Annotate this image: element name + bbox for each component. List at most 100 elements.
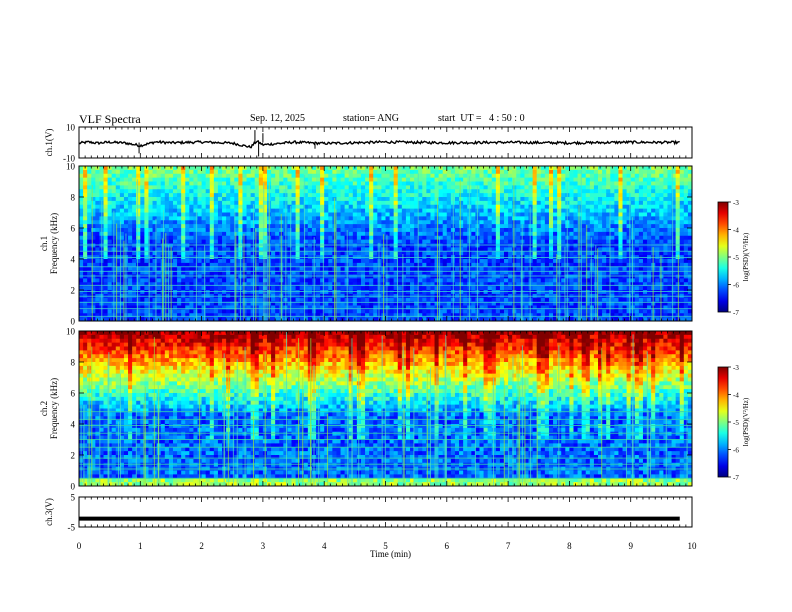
spectrogram-cell [246,301,252,306]
spectrogram-cell [95,204,100,210]
spectrogram-cell [524,200,529,206]
spectrogram-cell [524,262,529,268]
spectrogram-cell [136,305,141,310]
spectrogram-cell [189,220,194,225]
spectrogram-cell [483,173,489,179]
spectrogram-cell [483,204,489,210]
spectrogram-cell [352,204,358,210]
spectrogram-cell [524,305,529,310]
spectrogram-cell [307,259,313,264]
spectrogram-cell [365,212,370,217]
spectrogram-cell [377,290,382,295]
spectrogram-cell [230,224,235,229]
spectrogram-cell [356,259,362,264]
spectrogram-cell [581,166,587,171]
spectrogram-cell [95,297,100,303]
spectrogram-cell [520,204,525,210]
spectrogram-cell [230,235,235,241]
spectrogram-cell [426,262,431,268]
spectrogram-cell [393,228,399,233]
spectrogram-cell [303,231,309,237]
spectrogram-cell [164,220,170,225]
spectrogram-cell [512,216,517,221]
spectrogram-cell [213,169,219,175]
spectrogram-cell [213,193,219,198]
spectrogram-cell [491,193,497,198]
spectrogram-cell [499,173,505,179]
spectrogram-cell [324,317,329,322]
spectrogram-cell [201,173,207,179]
spectrogram-cell [303,235,309,241]
spectrogram-cell [532,278,538,283]
spectrogram-cell [344,208,350,213]
spectrogram-cell [217,193,223,198]
spectrogram-cell [83,270,88,275]
spectrogram-cell [324,200,329,206]
spectrogram-cell [504,297,509,303]
spectrogram-cell [577,166,583,171]
spectrogram-cell [446,243,452,248]
spectrogram-cell [348,239,354,244]
spectrogram-cell [172,274,178,279]
spectrogram-cell [136,200,141,206]
spectrogram-cell [324,166,329,171]
spectrogram-cell [577,177,583,182]
spectrogram-cell [262,220,268,225]
spectrogram-cell [377,197,382,202]
spectrogram-cell [132,197,137,202]
spectrogram-cell [87,212,92,217]
spectrogram-cell [352,197,358,202]
spectrogram-cell [193,208,198,213]
spectrogram-cell [430,309,435,314]
spectrogram-cell [152,204,158,210]
spectrogram-cell [303,185,309,190]
spectrogram-cell [132,216,137,221]
spectrogram-cell [79,282,84,287]
spectrogram-cell [454,301,460,306]
spectrogram-cell [479,173,484,179]
spectrogram-cell [201,259,207,264]
spectrogram-cell [528,259,534,264]
spectrogram-cell [405,189,411,194]
spectrogram-cell [454,286,460,291]
spectrogram-cell [316,197,321,202]
spectrogram-cell [356,189,362,194]
spectrogram-cell [156,305,162,310]
spectrogram-cell [258,208,264,213]
spectrogram-cell [389,216,395,221]
spectrogram-cell [373,169,378,175]
spectrogram-cell [144,208,149,213]
spectrogram-cell [516,305,521,310]
spectrogram-cell [152,270,158,275]
spectrogram-cell [320,193,325,198]
spectrogram-cell [385,262,390,268]
spectrogram-cell [172,193,178,198]
spectrogram-cell [385,200,390,206]
spectrogram-cell [287,266,292,272]
spectrogram-cell [548,286,554,291]
spectrogram-cell [471,290,476,295]
spectrogram-cell [454,243,460,248]
spectrogram-cell [123,200,129,206]
spectrogram-cell [365,177,370,182]
spectrogram-cell [352,282,358,287]
spectrogram-cell [91,266,96,272]
spectrogram-cell [459,305,464,310]
spectrogram-cell [401,251,407,256]
spectrogram-cell [230,204,235,210]
spectrogram-cell [569,266,574,272]
spectrogram-cell [152,166,158,171]
spectrogram-cell [377,297,382,303]
spectrogram-cell [201,212,207,217]
spectrogram-cell [107,204,113,210]
spectrogram-cell [491,200,497,206]
spectrogram-cell [573,274,578,279]
spectrogram-cell [577,239,583,244]
spectrogram-cell [508,220,513,225]
spectrogram-cell [316,212,321,217]
spectrogram-cell [83,169,88,175]
spectrogram-cell [463,193,468,198]
spectrogram-cell [103,247,109,252]
spectrogram-cell [434,286,440,291]
spectrogram-cell [87,189,92,194]
